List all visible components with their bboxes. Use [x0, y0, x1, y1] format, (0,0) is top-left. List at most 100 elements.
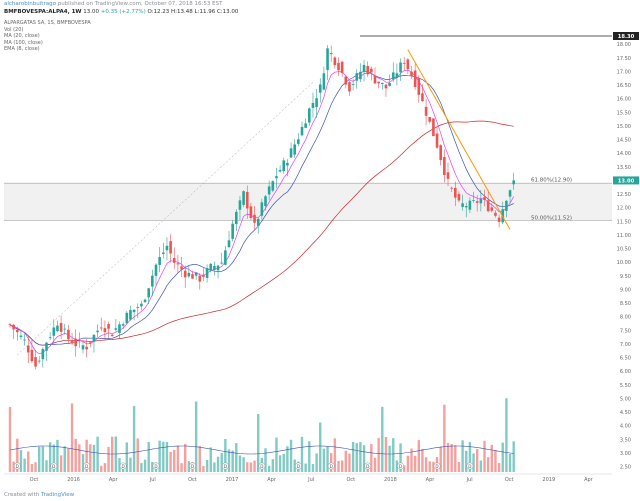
x-tick-label: Apr — [426, 477, 436, 483]
legend-title[interactable]: ALPARGATAS SA, 1S, BMFBOVESPA — [4, 20, 91, 26]
dividend-marker[interactable] — [397, 462, 404, 470]
dividend-marker[interactable] — [119, 462, 127, 470]
candle-body — [187, 272, 191, 277]
dividend-marker[interactable] — [433, 462, 441, 470]
price-axis[interactable]: 18.00 17.50 17.00 16.50 16.00 15.50 15.00 14.50… — [613, 32, 639, 471]
volume-bar — [78, 444, 81, 472]
dividend-marker[interactable] — [152, 462, 160, 470]
candle-body — [402, 63, 406, 64]
candle-body — [107, 324, 110, 329]
candle-body — [267, 186, 271, 195]
candle-body — [194, 272, 198, 276]
legend-item-ema8[interactable]: EMA (8, close) — [4, 46, 40, 52]
created-with-text: Created with — [4, 492, 40, 498]
volume-bar — [227, 449, 231, 472]
candle-body — [227, 240, 231, 248]
dividend-marker[interactable] — [13, 462, 21, 470]
dividend-marker-label: D — [85, 464, 88, 469]
y-tick-label: 9.50 — [620, 274, 631, 280]
candle-body — [410, 71, 413, 77]
dividend-marker[interactable] — [258, 462, 266, 470]
candle-body — [293, 144, 296, 155]
volume-bar — [118, 458, 121, 472]
candle-body — [85, 346, 88, 350]
volume-bar — [490, 444, 493, 472]
volume-bar — [52, 444, 55, 472]
legend-item-volume[interactable]: Vol (20) — [4, 26, 24, 33]
candle-body — [413, 70, 417, 88]
y-tick-label: 4.50 — [620, 410, 631, 416]
candle-body — [432, 118, 435, 137]
volume-bar — [176, 445, 180, 472]
x-tick-label: Jul — [307, 477, 314, 483]
candle-body — [308, 108, 311, 123]
dividend-marker[interactable] — [50, 462, 58, 470]
candle-body — [81, 345, 85, 350]
volume-bar — [439, 446, 442, 472]
y-tick-label: 14.50 — [617, 138, 631, 144]
volume-bar — [392, 438, 395, 472]
dividend-marker[interactable] — [221, 462, 229, 470]
x-tick-label: 2019 — [542, 477, 555, 483]
candle-body — [202, 274, 205, 277]
volume-bar — [326, 446, 329, 472]
symbol-name[interactable]: BMFBOVESPA:ALPA4, 1W — [4, 9, 82, 15]
dividend-marker[interactable] — [466, 462, 474, 470]
volume-bar — [497, 463, 501, 472]
dividend-marker[interactable] — [83, 462, 91, 470]
candle-body — [242, 191, 245, 205]
volume-bar — [140, 463, 143, 472]
legend-item-ma100[interactable]: MA (100, close) — [4, 39, 43, 46]
candle-body — [286, 162, 289, 166]
dividend-marker[interactable] — [294, 462, 302, 470]
candle-body — [395, 73, 399, 78]
volume-bar — [187, 461, 191, 472]
volume-bar — [344, 450, 347, 472]
author-link[interactable]: alcharobinbuitrago — [4, 1, 56, 7]
candle-body — [169, 241, 172, 254]
candle-body — [114, 328, 118, 330]
candle-body — [245, 191, 249, 209]
volume-bar — [70, 403, 74, 472]
candle-body — [381, 82, 384, 85]
volume-bar — [348, 453, 351, 472]
volume-bar — [67, 448, 70, 472]
candle-body — [505, 200, 508, 211]
candle-body — [34, 357, 37, 367]
time-axis[interactable]: Oct 2016 Apr Jul Oct 2017 Apr Jul Oct 2018 Apr Jul O… — [4, 473, 612, 483]
candle-body — [256, 218, 260, 226]
volume-bar — [479, 460, 483, 472]
tradingview-logo-link[interactable]: TradingView — [40, 492, 75, 498]
volume-bar — [388, 445, 391, 472]
volume-bar — [231, 450, 234, 472]
candle-body — [278, 170, 282, 172]
volume-bar — [370, 444, 373, 472]
candle-body — [37, 360, 41, 362]
volume-bar — [8, 407, 12, 472]
volume-bar — [289, 439, 293, 472]
drawing-overlays — [17, 35, 612, 356]
y-tick-label: 13.50 — [617, 165, 631, 171]
y-tick-label: 7.00 — [620, 342, 631, 348]
y-tick-label: 8.00 — [620, 315, 631, 321]
y-tick-label: 3.00 — [620, 451, 631, 457]
x-tick-label: Oct — [346, 477, 355, 483]
volume-bar — [169, 451, 172, 472]
ohlc-detail: O:12.23 H:13.48 L:11.96 C:13.00 — [147, 9, 239, 15]
dividend-marker[interactable] — [189, 462, 196, 470]
dividend-marker-label: D — [122, 464, 125, 469]
volume-bar — [205, 459, 209, 472]
volume-bar — [143, 459, 147, 472]
chart-footer: Created with TradingView — [4, 492, 74, 498]
last-price-tag-label: 13.00 — [618, 178, 635, 184]
volume-bar — [264, 448, 267, 472]
dividend-marker[interactable] — [364, 462, 372, 470]
dividend-marker[interactable] — [327, 462, 335, 470]
candle-body — [238, 200, 242, 210]
legend-item-ma20[interactable]: MA (20, close) — [4, 33, 40, 39]
published-text: published on TradingView.com, October 07… — [57, 1, 223, 7]
last-price-tag — [613, 176, 639, 185]
volume-bar — [34, 462, 37, 472]
candle-body — [486, 200, 490, 212]
